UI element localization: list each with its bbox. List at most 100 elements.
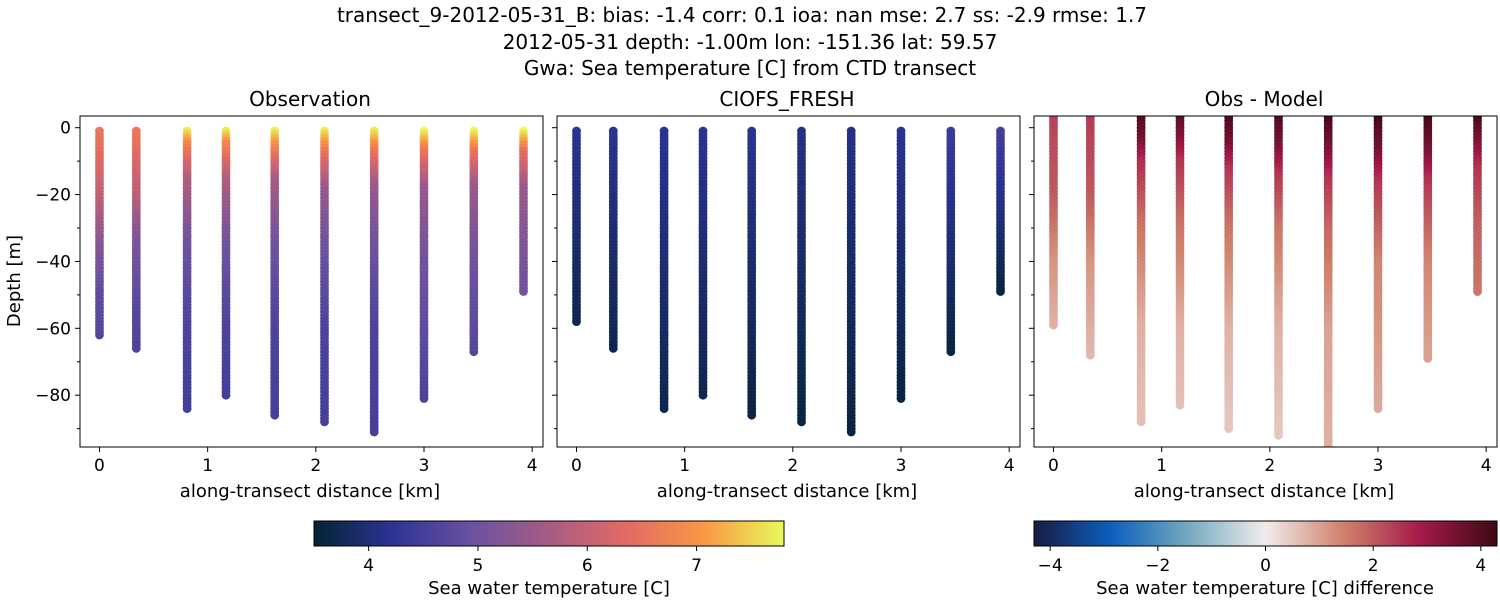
x-tick-label: 0 bbox=[94, 456, 105, 476]
data-point bbox=[797, 417, 806, 427]
colorbar-gradient bbox=[314, 521, 784, 546]
difference-colorbar: −4 −2 0 2 4 Sea water temperature [C] differ… bbox=[1033, 520, 1498, 599]
x-tick-label: 3 bbox=[419, 456, 430, 476]
data-point bbox=[182, 404, 192, 413]
difference-panel: Obs - Model 0 1 2 3 4 along-transect distanc… bbox=[1029, 87, 1498, 502]
panel-title: Observation bbox=[249, 87, 371, 111]
observation-scatter bbox=[95, 126, 528, 437]
model-panel: CIOFS_FRESH 0 1 2 3 4 along-transect distanc… bbox=[552, 87, 1021, 502]
data-point bbox=[1136, 417, 1146, 427]
x-tick-label: 2 bbox=[310, 456, 321, 476]
profile-8 bbox=[946, 126, 956, 357]
x-tick-label: 2 bbox=[1264, 456, 1275, 476]
profile-6 bbox=[369, 126, 379, 437]
profile-7 bbox=[419, 126, 429, 403]
profile-0 bbox=[1049, 116, 1058, 330]
colorbar-frame bbox=[313, 520, 785, 547]
profile-4 bbox=[1224, 116, 1234, 433]
x-tick-label: 1 bbox=[1156, 456, 1167, 476]
profile-2 bbox=[659, 126, 669, 413]
axes-frame bbox=[1033, 115, 1498, 448]
profile-4 bbox=[270, 126, 280, 420]
x-tick-label: 4 bbox=[1004, 456, 1015, 476]
profile-1 bbox=[131, 126, 141, 353]
x-ticks: 0 1 2 3 4 bbox=[94, 447, 538, 476]
title-line-3: Gwa: Sea temperature [C] from CTD transe… bbox=[524, 56, 976, 80]
axes-frame bbox=[79, 115, 544, 448]
x-ticks: 0 1 2 3 4 bbox=[571, 447, 1015, 476]
data-point bbox=[996, 287, 1005, 296]
data-point bbox=[946, 347, 956, 357]
title-line-1: transect_9-2012-05-31_B: bias: -1.4 corr… bbox=[337, 3, 1147, 27]
observation-panel: Observation 0 1 2 3 4 0 −20 −40 −60 −80 along-tr… bbox=[4, 87, 544, 502]
profile-7 bbox=[896, 126, 906, 403]
panel-title: Obs - Model bbox=[1205, 87, 1324, 111]
difference-scatter bbox=[1049, 116, 1482, 447]
y-tick-label: −60 bbox=[35, 319, 71, 339]
data-point bbox=[608, 344, 618, 353]
x-tick-label: 4 bbox=[1481, 456, 1492, 476]
data-point bbox=[698, 390, 708, 400]
colorbar-tick-label: 4 bbox=[1475, 556, 1486, 576]
data-point bbox=[1274, 430, 1283, 440]
x-tick-label: 3 bbox=[1373, 456, 1384, 476]
data-point bbox=[469, 347, 479, 357]
profile-7 bbox=[1373, 116, 1383, 413]
data-point bbox=[1085, 350, 1095, 360]
profile-3 bbox=[221, 126, 231, 400]
profile-5 bbox=[797, 126, 806, 427]
profile-9 bbox=[996, 126, 1005, 296]
profile-6 bbox=[1323, 116, 1333, 447]
x-tick-label: 3 bbox=[896, 456, 907, 476]
data-point bbox=[1423, 354, 1433, 363]
figure-title: transect_9-2012-05-31_B: bias: -1.4 corr… bbox=[337, 3, 1147, 80]
colorbar-ticks: −4 −2 0 2 4 bbox=[1038, 546, 1486, 576]
colorbar-tick-label: 2 bbox=[1368, 556, 1379, 576]
x-axis-label: along-transect distance [km] bbox=[180, 481, 440, 502]
colorbar-tick-label: −2 bbox=[1145, 556, 1170, 576]
x-tick-label: 1 bbox=[202, 456, 213, 476]
colorbar-label: Sea water temperature [C] bbox=[428, 578, 670, 599]
y-tick-label: −40 bbox=[35, 252, 71, 272]
profile-8 bbox=[1423, 116, 1433, 363]
y-tick-label: −80 bbox=[35, 386, 71, 406]
colorbar-ticks: 4 5 6 7 bbox=[363, 546, 702, 576]
panel-title: CIOFS_FRESH bbox=[719, 87, 854, 111]
data-point bbox=[1373, 404, 1383, 413]
y-tick-label: −20 bbox=[35, 186, 71, 206]
model-scatter bbox=[572, 126, 1005, 437]
temperature-colorbar: 4 5 6 7 Sea water temperature [C] bbox=[313, 520, 785, 599]
x-tick-label: 2 bbox=[787, 456, 798, 476]
data-point bbox=[131, 344, 141, 353]
profile-8 bbox=[469, 126, 479, 357]
colorbar-tick-label: 7 bbox=[691, 556, 702, 576]
profile-5 bbox=[320, 126, 329, 427]
data-point bbox=[1224, 424, 1234, 433]
x-axis-label: along-transect distance [km] bbox=[657, 481, 917, 502]
profile-5 bbox=[1274, 116, 1283, 440]
colorbar-tick-label: 4 bbox=[363, 556, 374, 576]
data-point bbox=[320, 417, 329, 427]
data-point bbox=[221, 390, 231, 400]
data-point bbox=[95, 330, 104, 340]
profile-0 bbox=[95, 126, 104, 340]
y-ticks bbox=[1029, 127, 1034, 430]
data-point bbox=[1175, 400, 1185, 410]
colorbar-tick-label: 5 bbox=[473, 556, 484, 576]
data-point bbox=[270, 410, 280, 420]
x-tick-label: 0 bbox=[571, 456, 582, 476]
data-point bbox=[747, 410, 757, 420]
profile-0 bbox=[572, 126, 581, 326]
y-tick-label: 0 bbox=[60, 119, 71, 139]
title-line-2: 2012-05-31 depth: -1.00m lon: -151.36 la… bbox=[503, 30, 998, 54]
profile-6 bbox=[846, 126, 856, 437]
colorbar-tick-label: −4 bbox=[1038, 556, 1063, 576]
profile-1 bbox=[608, 126, 618, 353]
y-ticks bbox=[552, 127, 557, 430]
profile-2 bbox=[182, 126, 192, 413]
profile-1 bbox=[1085, 116, 1095, 360]
colorbar-gradient bbox=[1034, 521, 1497, 546]
x-tick-label: 4 bbox=[527, 456, 538, 476]
data-point bbox=[369, 427, 379, 437]
